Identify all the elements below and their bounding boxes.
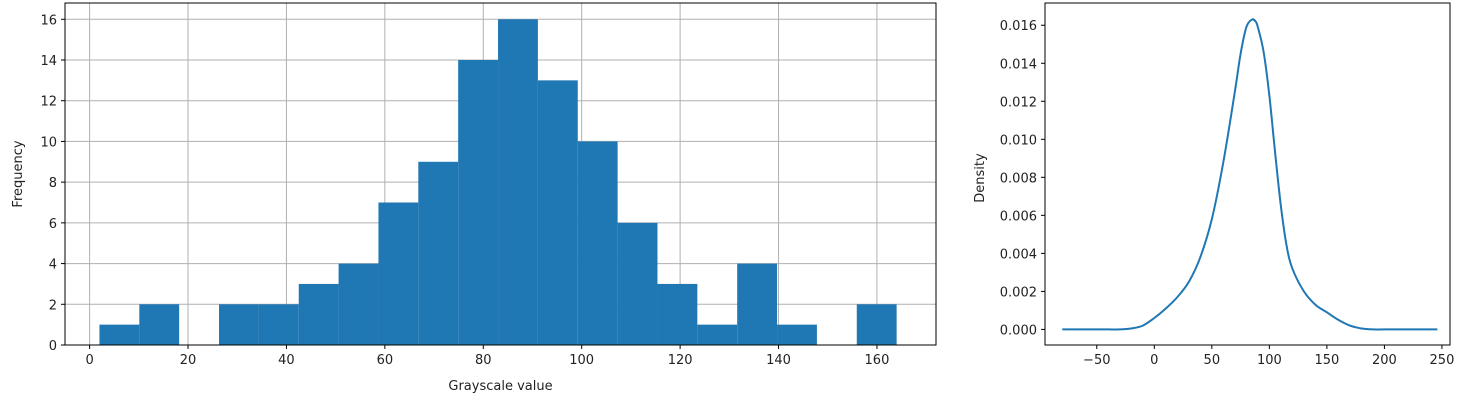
- density-y-axis-label: Density: [973, 153, 988, 203]
- histogram-bars: [99, 19, 897, 346]
- density-x-tick-label: 0: [1150, 353, 1158, 368]
- density-y-tick-label: 0.006: [1000, 209, 1037, 224]
- density-y-tick-label: 0.002: [1000, 285, 1037, 300]
- histogram-x-tick-label: 160: [865, 353, 890, 368]
- density-curve: [1062, 18, 1438, 331]
- histogram-bar: [338, 263, 379, 345]
- histogram-x-tick-label: 40: [278, 353, 295, 368]
- histogram-y-tick-label: 12: [40, 95, 57, 110]
- histogram-y-tick-label: 10: [40, 135, 57, 150]
- histogram-plot-frame: [64, 2, 937, 346]
- density-y-tick-label: 0.012: [1000, 95, 1037, 110]
- density-x-tick-label: 100: [1257, 353, 1282, 368]
- density-x-tick-label: 50: [1204, 353, 1221, 368]
- histogram-y-tick-label: 4: [49, 258, 57, 273]
- histogram-bar: [577, 141, 618, 345]
- histogram-y-tick-label: 0: [49, 339, 57, 354]
- histogram-bar: [657, 283, 698, 345]
- histogram-x-tick-label: 100: [569, 353, 594, 368]
- histogram-y-tick-label: 2: [49, 298, 57, 313]
- histogram-bar: [537, 80, 578, 345]
- histogram-chart: 0 20 40 60 80 100 120 140 160 0 2 4 6 8 10 12 14 16 Gray…: [11, 2, 937, 394]
- histogram-bar: [856, 304, 897, 345]
- histogram-bar: [617, 222, 658, 345]
- density-x-tick-label: 150: [1314, 353, 1339, 368]
- histogram-x-tick-label: 60: [377, 353, 394, 368]
- histogram-bar: [139, 304, 180, 345]
- density-y-ticks: 0.000 0.002 0.004 0.006 0.008 0.010 0.012 0.014…: [1000, 19, 1045, 338]
- histogram-bar: [498, 19, 538, 346]
- density-chart: −50 0 50 100 150 200 250 0.0000.0020.0040.0060…: [973, 2, 1454, 368]
- histogram-bar: [777, 324, 817, 345]
- histogram-bar: [458, 60, 499, 345]
- histogram-x-tick-label: 0: [85, 353, 93, 368]
- histogram-bar: [418, 161, 459, 345]
- histogram-y-ticks: 0 2 4 6 8 10 12 14 16: [40, 13, 65, 354]
- density-x-ticks: −50 0 50 100 150 200 250: [1083, 345, 1454, 368]
- histogram-bar: [697, 324, 738, 345]
- histogram-bar: [219, 304, 259, 345]
- histogram-y-tick-label: 14: [40, 54, 57, 69]
- density-x-tick-label: 250: [1430, 353, 1455, 368]
- histogram-x-tick-label: 80: [475, 353, 492, 368]
- histogram-bar: [99, 324, 140, 345]
- histogram-y-tick-label: 6: [49, 217, 57, 232]
- density-y-tick-label: 0.010: [1000, 133, 1037, 148]
- histogram-x-tick-label: 20: [180, 353, 197, 368]
- histogram-bar: [298, 283, 339, 345]
- density-y-tick-label: 0.014: [1000, 57, 1037, 72]
- histogram-x-tick-label: 140: [766, 353, 791, 368]
- histogram-y-tick-label: 16: [40, 13, 57, 28]
- histogram-y-axis-label: Frequency: [11, 140, 26, 207]
- histogram-y-tick-label: 8: [49, 176, 57, 191]
- histogram-bar: [737, 263, 778, 345]
- density-plot-frame: [1044, 2, 1451, 346]
- histogram-bar: [378, 202, 419, 345]
- density-y-tick-label: 0.000: [1000, 323, 1037, 338]
- histogram-bar: [258, 304, 299, 345]
- histogram-x-ticks: 0 20 40 60 80 100 120 140 160: [85, 345, 889, 368]
- density-x-tick-label: −50: [1083, 353, 1110, 368]
- density-x-tick-label: 200: [1372, 353, 1397, 368]
- histogram-x-axis-label: Grayscale value: [448, 379, 552, 394]
- histogram-x-tick-label: 120: [668, 353, 693, 368]
- density-y-tick-label: 0.004: [1000, 247, 1037, 262]
- density-y-tick-label: 0.016: [1000, 19, 1037, 34]
- density-y-tick-label: 0.008: [1000, 171, 1037, 186]
